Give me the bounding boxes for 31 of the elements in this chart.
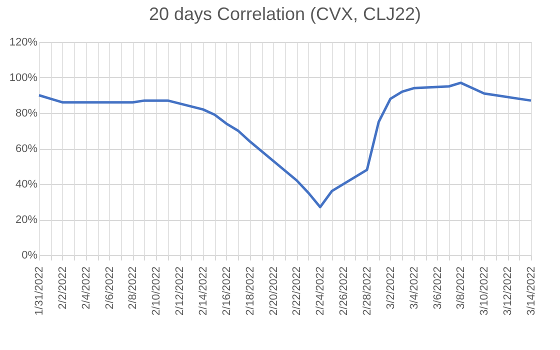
x-tick-label: 2/2/2022	[56, 266, 69, 310]
x-tick-label: 2/18/2022	[244, 266, 256, 316]
x-tick-label: 2/10/2022	[150, 266, 163, 316]
x-tick-label: 2/26/2022	[338, 266, 350, 316]
x-tick-label: 2/4/2022	[80, 266, 92, 310]
x-tick-label: 2/20/2022	[268, 266, 280, 316]
x-tick-label: 2/16/2022	[220, 266, 233, 316]
x-tick-label: 2/28/2022	[362, 266, 374, 316]
y-tick-label: 20%	[15, 214, 38, 226]
x-tick-label: 2/22/2022	[291, 266, 304, 316]
x-tick-label: 1/31/2022	[34, 266, 46, 316]
y-tick-label: 80%	[15, 108, 38, 120]
x-tick-label: 2/24/2022	[314, 266, 327, 316]
x-tick-label: 2/12/2022	[174, 266, 186, 316]
x-tick-label: 3/10/2022	[478, 266, 491, 316]
x-tick-label: 3/6/2022	[432, 266, 444, 310]
x-tick-label: 2/6/2022	[104, 266, 116, 310]
x-tick-label: 3/4/2022	[408, 266, 420, 310]
x-tick-label: 3/8/2022	[455, 266, 468, 310]
y-tick-label: 100%	[9, 72, 38, 84]
y-tick-label: 40%	[15, 178, 38, 190]
chart-title: 20 days Correlation (CVX, CLJ22)	[148, 4, 422, 24]
x-tick-label: 3/14/2022	[526, 266, 538, 316]
y-tick-label: 60%	[15, 143, 38, 155]
x-tick-label: 2/8/2022	[127, 266, 140, 310]
y-tick-label: 0%	[22, 250, 38, 262]
x-tick-label: 3/12/2022	[502, 266, 514, 316]
x-tick-label: 3/2/2022	[384, 266, 397, 310]
x-tick-label: 2/14/2022	[198, 266, 210, 316]
y-tick-label: 120%	[9, 36, 38, 48]
line-series	[38, 82, 532, 208]
